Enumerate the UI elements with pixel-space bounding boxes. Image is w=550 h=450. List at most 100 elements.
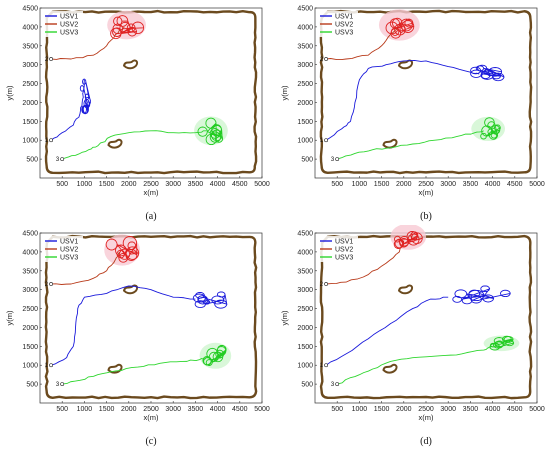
y-tick-label: 1500 [22, 344, 38, 351]
y-tick-label: 1500 [297, 119, 313, 126]
y-tick-label: 500 [26, 157, 38, 164]
search-loops [202, 344, 227, 366]
start-label: 3 [56, 382, 60, 388]
y-tick-label: 4000 [22, 24, 38, 31]
start-label: 1 [320, 138, 324, 144]
x-tick-label: 3500 [463, 406, 479, 413]
y-tick-label: 3500 [297, 43, 313, 50]
obstacle-upper [122, 284, 139, 295]
x-tick-label: 4000 [210, 406, 226, 413]
legend-label: USV2 [335, 247, 353, 254]
search-loops [480, 117, 501, 140]
x-tick-label: 1500 [374, 406, 390, 413]
x-tick-label: 2500 [418, 181, 434, 188]
search-loops [393, 231, 423, 249]
x-tick-label: 500 [331, 181, 343, 188]
start-label: 2 [45, 282, 49, 288]
x-tick-label: 2000 [396, 406, 412, 413]
legend-label: USV1 [335, 14, 353, 21]
legend-label: USV2 [60, 22, 78, 29]
subplot-c: 500 1000 1500 2000 2500 3000 3500 4000 4500 5000 5… [0, 225, 275, 450]
x-tick-label: 4500 [507, 181, 523, 188]
trajectory-line [62, 357, 209, 385]
start-label: 3 [331, 157, 335, 163]
search-loops [110, 15, 145, 40]
area-boundary [319, 9, 533, 175]
x-tick-label: 4000 [485, 406, 501, 413]
search-loops [192, 291, 228, 309]
x-tick-label: 4000 [210, 181, 226, 188]
legend-label: USV2 [335, 22, 353, 29]
series-usv3 [62, 342, 232, 385]
x-tick-label: 1000 [77, 406, 93, 413]
search-loops [385, 17, 415, 39]
search-loops [79, 78, 91, 115]
x-tick-label: 3500 [188, 406, 204, 413]
x-tick-label: 2000 [121, 181, 137, 188]
trajectory-line [325, 296, 449, 366]
legend-label: USV3 [335, 255, 353, 262]
series-usv3 [337, 116, 506, 160]
legend-label: USV1 [335, 239, 353, 246]
start-label: 2 [320, 57, 324, 63]
x-tick-label: 1000 [352, 181, 368, 188]
search-loops [489, 335, 515, 351]
series-usv2 [51, 10, 146, 60]
start-marker [324, 138, 329, 143]
start-marker [49, 282, 54, 286]
x-tick-label: 4000 [485, 181, 501, 188]
search-area-halo [199, 342, 232, 369]
subplot-caption: (b) [420, 211, 432, 222]
y-tick-label: 2000 [297, 100, 313, 107]
y-tick-label: 1000 [297, 138, 313, 145]
x-axis-label: x(m) [419, 413, 434, 422]
y-tick-label: 500 [26, 382, 38, 389]
legend-label: USV3 [335, 30, 353, 37]
y-tick-label: 3000 [297, 287, 313, 294]
x-tick-label: 1000 [77, 181, 93, 188]
start-marker [49, 57, 54, 61]
start-marker [324, 363, 329, 368]
chart-svg: 500 1000 1500 2000 2500 3000 3500 4000 4500 5000 5… [5, 6, 270, 223]
trajectory-line [62, 130, 207, 160]
search-loops [470, 64, 505, 82]
subplot-a: 500 1000 1500 2000 2500 3000 3500 4000 4500 5000 5… [0, 0, 275, 225]
search-loops [105, 235, 140, 263]
search-loops [197, 117, 224, 146]
x-tick-label: 2000 [121, 406, 137, 413]
x-tick-label: 3000 [165, 181, 181, 188]
start-marker [60, 382, 65, 387]
x-tick-label: 500 [331, 406, 343, 413]
y-tick-label: 2500 [22, 81, 38, 88]
x-tick-label: 5000 [254, 181, 270, 188]
obstacle-lower [382, 138, 398, 149]
x-tick-label: 3500 [188, 181, 204, 188]
series-usv3 [337, 335, 520, 385]
y-tick-label: 4000 [297, 24, 313, 31]
start-marker [324, 57, 329, 61]
obstacle-upper [397, 284, 414, 295]
y-tick-label: 2500 [297, 81, 313, 88]
y-tick-label: 3500 [297, 268, 313, 275]
start-label: 2 [45, 57, 49, 63]
x-tick-label: 2500 [143, 406, 159, 413]
y-tick-label: 2000 [22, 325, 38, 332]
start-label: 3 [56, 157, 60, 163]
x-tick-label: 2000 [396, 181, 412, 188]
x-tick-label: 3000 [440, 406, 456, 413]
x-tick-label: 4500 [232, 406, 248, 413]
area-boundary [319, 234, 533, 400]
y-axis-label: y(m) [5, 310, 14, 325]
start-label: 1 [320, 363, 324, 369]
start-marker [335, 382, 340, 387]
x-tick-label: 5000 [529, 406, 545, 413]
start-marker [49, 138, 54, 143]
y-tick-label: 1000 [297, 363, 313, 370]
series-usv1 [325, 285, 511, 366]
obstacle-lower [107, 138, 123, 149]
legend-label: USV3 [60, 255, 78, 262]
